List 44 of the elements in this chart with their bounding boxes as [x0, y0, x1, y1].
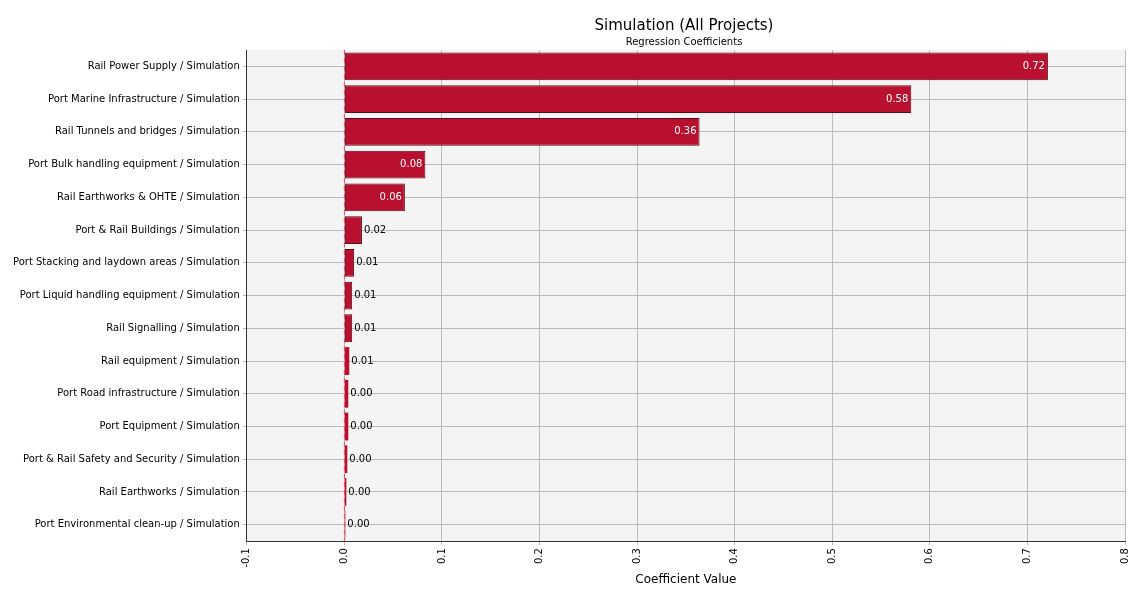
- y-tick-label: Port & Rail Safety and Security / Simulation: [23, 452, 240, 464]
- y-tick-label: Rail Power Supply / Simulation: [87, 59, 240, 71]
- x-tick-label: 0.4: [728, 548, 740, 564]
- data-label: 0.36: [674, 125, 697, 137]
- data-label: 0.58: [886, 92, 909, 104]
- x-axis-title: Coefficient Value: [635, 571, 737, 586]
- bar: [344, 347, 350, 375]
- data-label: 0.01: [354, 321, 377, 333]
- data-label: 0.00: [347, 518, 370, 530]
- chart-title: Simulation (All Projects): [593, 16, 775, 34]
- y-tick-label: Rail Signalling / Simulation: [106, 321, 240, 333]
- x-tick-label: 0.2: [533, 548, 545, 564]
- y-tick-label: Port Stacking and laydown areas / Simulation: [13, 256, 240, 268]
- y-tick-label: Rail Tunnels and bridges / Simulation: [55, 125, 240, 137]
- x-tick-label: 0.1: [435, 548, 447, 564]
- data-label: 0.00: [350, 387, 373, 399]
- data-label: 0.00: [348, 485, 371, 497]
- y-tick-label: Port & Rail Buildings / Simulation: [75, 223, 240, 235]
- y-tick-label: Port Environmental clean-up / Simulation: [34, 518, 240, 530]
- y-tick-label: Rail equipment / Simulation: [101, 354, 240, 366]
- y-tick-label: Port Liquid handling equipment / Simulation: [19, 289, 240, 301]
- data-label: 0.08: [400, 158, 423, 170]
- chart-subtitle: Regression Coefficients: [624, 36, 744, 47]
- y-tick-label: Port Road infrastructure / Simulation: [57, 387, 240, 399]
- x-tick-label: 0.7: [1021, 548, 1033, 564]
- x-tick-label: -0.1: [240, 548, 252, 568]
- data-label: 0.01: [351, 354, 374, 366]
- x-tick-label: 0.8: [1118, 548, 1130, 564]
- y-tick-label: Rail Earthworks / Simulation: [99, 485, 240, 497]
- y-tick-label: Port Equipment / Simulation: [99, 420, 240, 432]
- data-label: 0.00: [350, 420, 373, 432]
- data-label: 0.01: [356, 256, 379, 268]
- x-tick-label: 0.0: [337, 548, 349, 564]
- x-tick-label: 0.3: [630, 548, 642, 564]
- data-label: 0.00: [349, 452, 372, 464]
- y-tick-label: Port Bulk handling equipment / Simulation: [28, 158, 240, 170]
- data-label: 0.02: [363, 223, 387, 235]
- data-label: 0.01: [354, 289, 377, 301]
- x-tick-label: 0.6: [923, 548, 935, 564]
- x-tick-label: 0.5: [825, 548, 837, 564]
- y-tick-label: Port Marine Infrastructure / Simulation: [48, 92, 240, 104]
- y-tick-label: Rail Earthworks & OHTE / Simulation: [57, 190, 240, 202]
- data-label: 0.06: [379, 190, 402, 202]
- data-label: 0.72: [1022, 59, 1045, 71]
